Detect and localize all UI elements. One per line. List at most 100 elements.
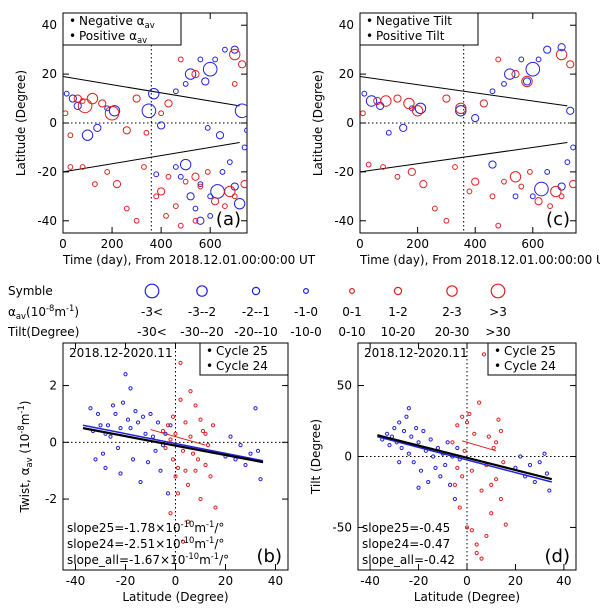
y-tick-label: -50	[332, 520, 352, 534]
panel-d: -40 -20 0 20 40 -50 0 50 • Cycle 25• Cycle 24 2018.…	[309, 342, 577, 604]
x-tick-label: 200	[101, 237, 124, 251]
data-point	[148, 411, 153, 417]
legend-symbol: •	[69, 29, 76, 43]
data-point	[455, 102, 467, 115]
data-point	[544, 168, 551, 175]
data-point	[258, 477, 263, 482]
size-legend-alpha-label-part: m	[54, 305, 66, 319]
data-point	[433, 465, 438, 470]
data-point	[489, 511, 494, 516]
data-point	[118, 426, 123, 431]
data-point	[157, 187, 166, 196]
data-point	[113, 411, 118, 417]
size-legend-alpha-range: >3	[489, 305, 507, 319]
data-point	[219, 168, 226, 175]
data-point	[532, 479, 537, 485]
x-tick-label: 600	[521, 237, 544, 251]
data-point	[200, 428, 206, 434]
size-legend-tilt-range: 0-10	[338, 325, 365, 339]
data-point	[469, 468, 474, 473]
data-point	[416, 485, 421, 490]
data-point	[407, 167, 416, 176]
size-legend-tilt-range: -30<	[137, 325, 167, 339]
slope-annotation-part: m	[194, 537, 206, 551]
data-point	[123, 372, 128, 377]
data-point	[535, 56, 542, 63]
x-tick-label: 20	[218, 574, 233, 588]
data-point	[555, 48, 568, 61]
data-point	[392, 426, 397, 431]
data-point	[450, 440, 455, 445]
legend-symbol: •	[206, 359, 213, 373]
size-legend-symble-label: Symble	[8, 284, 53, 298]
x-tick-label: 40	[268, 574, 283, 588]
size-legend-alpha-range: -3<	[141, 305, 163, 319]
data-point	[165, 491, 171, 496]
data-point	[135, 420, 141, 425]
data-point	[489, 482, 494, 487]
fit-line	[377, 435, 552, 483]
data-point	[178, 397, 183, 402]
data-point	[231, 80, 238, 87]
data-point	[484, 533, 489, 539]
legend-label-part: Cycle 25	[504, 344, 556, 358]
data-point	[93, 457, 98, 462]
data-point	[416, 440, 421, 445]
data-point	[547, 488, 552, 493]
data-point	[361, 90, 368, 97]
data-point	[393, 94, 402, 103]
size-legend-symbol	[446, 285, 458, 297]
data-point	[211, 197, 220, 206]
slope-annotation: slope25=-0.45	[362, 521, 450, 535]
data-point	[163, 212, 169, 219]
data-point	[248, 451, 253, 456]
data-point	[68, 94, 77, 103]
data-point	[210, 184, 225, 199]
data-point	[128, 426, 133, 431]
data-point	[445, 440, 450, 445]
data-point	[190, 451, 196, 456]
data-point	[93, 123, 102, 132]
data-point	[183, 468, 188, 473]
slope-annotation-part: -1	[211, 551, 219, 561]
data-point	[165, 173, 172, 180]
period-label: 2018.12-2020.11	[364, 346, 468, 360]
legend-label-part: Positive α	[79, 29, 137, 43]
data-point	[173, 474, 178, 479]
data-point	[208, 474, 213, 479]
size-legend-alpha-range: -1-0	[294, 305, 318, 319]
data-point	[108, 105, 121, 117]
data-point	[558, 193, 565, 200]
data-point	[472, 431, 477, 436]
data-point	[385, 129, 392, 136]
data-point	[511, 70, 520, 79]
data-point	[203, 431, 208, 436]
data-point	[547, 203, 553, 210]
slope-annotation: slope25=-1.78×10-10​m-1​/°	[67, 519, 224, 535]
data-point	[158, 468, 163, 473]
data-point	[198, 417, 203, 422]
panel-label: (a)	[216, 209, 241, 230]
data-point	[122, 126, 131, 135]
size-legend-alpha-label: αav​(10-8​m-1​)	[8, 303, 79, 321]
data-point	[495, 222, 502, 229]
y-axis-label: Latitude (Degree)	[311, 70, 325, 176]
data-point	[67, 164, 74, 170]
data-point	[138, 479, 143, 485]
panel-label: (b)	[257, 546, 282, 567]
data-point	[452, 496, 457, 502]
data-point	[365, 95, 378, 107]
data-point	[498, 496, 504, 502]
data-point	[550, 185, 562, 198]
data-point	[230, 45, 239, 54]
data-point	[188, 434, 193, 439]
data-point	[204, 168, 211, 175]
data-point	[186, 192, 195, 201]
x-axis-label: Time (day), From 2018.12.01.00:00:00 UT	[62, 253, 316, 267]
y-axis-label: Twist, αav​ (10-8​m-1​)	[16, 401, 34, 514]
data-point	[406, 451, 411, 456]
data-point	[495, 56, 502, 63]
trend-line	[359, 142, 568, 173]
y-tick-label: -20	[334, 165, 354, 179]
x-tick-label: -40	[360, 574, 380, 588]
